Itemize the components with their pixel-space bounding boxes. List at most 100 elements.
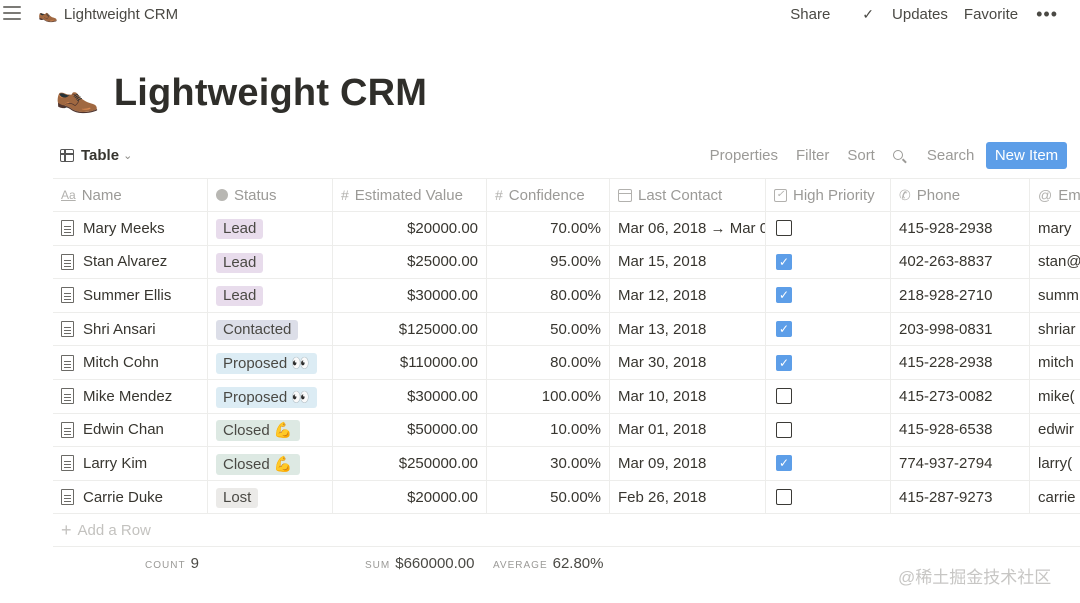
add-row-button[interactable]: + Add a Row <box>53 514 1080 548</box>
confidence-cell[interactable]: 70.00% <box>487 212 610 245</box>
last-contact-cell[interactable]: Mar 09, 2018 <box>610 447 766 480</box>
email-cell[interactable]: stan@ <box>1038 253 1080 271</box>
priority-checkbox[interactable] <box>776 489 792 506</box>
phone-cell[interactable]: 415-287-9273 <box>891 480 1030 514</box>
name-cell[interactable]: Stan Alvarez <box>53 245 208 279</box>
email-cell[interactable]: shriar <box>1038 320 1076 338</box>
priority-cell[interactable]: ✓ <box>766 346 891 379</box>
favorite-button[interactable]: Favorite <box>963 6 1019 23</box>
email-cell[interactable]: mitch <box>1038 354 1074 372</box>
new-item-button[interactable]: New Item <box>986 142 1067 169</box>
last-contact-cell[interactable]: Mar 12, 2018 <box>610 279 766 312</box>
table-row[interactable]: Shri Ansari Contacted $125000.00 50.00% Mar … <box>53 312 1080 347</box>
menu-icon[interactable] <box>3 6 21 20</box>
value-cell[interactable]: $50000.00 <box>333 413 487 447</box>
email-cell[interactable]: carrie <box>1038 488 1076 506</box>
value-cell[interactable]: $110000.00 <box>333 346 487 379</box>
priority-cell[interactable]: ✓ <box>766 447 891 480</box>
last-contact-cell[interactable]: Mar 01, 2018 <box>610 413 766 447</box>
table-row[interactable]: Larry Kim Closed 💪 $250000.00 30.00% Mar 09,… <box>53 447 1080 481</box>
table-row[interactable]: Stan Alvarez Lead $25000.00 95.00% Mar 15, 2… <box>53 245 1080 280</box>
more-options-icon[interactable]: ••• <box>1036 4 1058 24</box>
phone-cell[interactable]: 415-928-6538 <box>891 413 1030 447</box>
status-cell[interactable]: Closed 💪 <box>208 447 333 480</box>
priority-cell[interactable]: ✓ <box>766 312 891 346</box>
column-header-last-contact[interactable]: Last Contact <box>610 179 766 211</box>
table-row[interactable]: Carrie Duke Lost $20000.00 50.00% Feb 26, 20… <box>53 480 1080 515</box>
count-aggregate[interactable]: COUNT 9 <box>145 555 199 572</box>
table-row[interactable]: Mary Meeks Lead $20000.00 70.00% Mar 06, 201… <box>53 212 1080 246</box>
status-cell[interactable]: Lead <box>208 245 333 279</box>
last-contact-cell[interactable]: Mar 13, 2018 <box>610 312 766 346</box>
name-cell[interactable]: Mitch Cohn <box>53 346 208 379</box>
status-cell[interactable]: Contacted <box>208 312 333 346</box>
priority-checkbox[interactable]: ✓ <box>776 321 792 338</box>
last-contact-cell[interactable]: Mar 15, 2018 <box>610 245 766 279</box>
sum-aggregate[interactable]: SUM $660000.00 <box>365 555 474 572</box>
priority-checkbox[interactable]: ✓ <box>776 455 792 472</box>
phone-cell[interactable]: 203-998-0831 <box>891 312 1030 346</box>
column-header-confidence[interactable]: # Confidence <box>487 179 610 211</box>
value-cell[interactable]: $25000.00 <box>333 245 487 279</box>
priority-checkbox[interactable]: ✓ <box>776 253 792 270</box>
email-cell[interactable]: summ <box>1038 286 1079 304</box>
phone-cell[interactable]: 218-928-2710 <box>891 279 1030 312</box>
status-cell[interactable]: Lead <box>208 279 333 312</box>
status-cell[interactable]: Closed 💪 <box>208 413 333 447</box>
column-header-priority[interactable]: ✓ High Priority <box>766 179 891 211</box>
confidence-cell[interactable]: 50.00% <box>487 312 610 346</box>
priority-cell[interactable] <box>766 212 891 245</box>
table-row[interactable]: Edwin Chan Closed 💪 $50000.00 10.00% Mar 01,… <box>53 413 1080 448</box>
status-cell[interactable]: Lost <box>208 480 333 514</box>
properties-button[interactable]: Properties <box>709 147 778 164</box>
search-button[interactable]: Search <box>892 147 974 164</box>
phone-cell[interactable]: 415-273-0082 <box>891 379 1030 413</box>
email-cell[interactable]: mary <box>1038 219 1072 237</box>
phone-cell[interactable]: 415-928-2938 <box>891 212 1030 245</box>
status-cell[interactable]: Lead <box>208 212 333 245</box>
confidence-cell[interactable]: 10.00% <box>487 413 610 447</box>
status-cell[interactable]: Proposed 👀 <box>208 379 333 413</box>
name-cell[interactable]: Mary Meeks <box>53 212 208 245</box>
priority-cell[interactable]: ✓ <box>766 245 891 279</box>
breadcrumb[interactable]: 👞 Lightweight CRM <box>38 4 178 24</box>
priority-checkbox[interactable]: ✓ <box>776 287 792 304</box>
priority-cell[interactable] <box>766 480 891 514</box>
sort-button[interactable]: Sort <box>847 147 875 164</box>
name-cell[interactable]: Larry Kim <box>53 447 208 480</box>
page-icon[interactable]: 👞 <box>55 72 100 114</box>
value-cell[interactable]: $20000.00 <box>333 480 487 514</box>
name-cell[interactable]: Edwin Chan <box>53 413 208 447</box>
value-cell[interactable]: $20000.00 <box>333 212 487 245</box>
column-header-status[interactable]: Status <box>208 179 333 211</box>
priority-cell[interactable]: ✓ <box>766 279 891 312</box>
last-contact-cell[interactable]: Feb 26, 2018 <box>610 480 766 514</box>
column-header-value[interactable]: # Estimated Value <box>333 179 487 211</box>
email-cell[interactable]: larry( <box>1038 454 1073 472</box>
share-button[interactable]: Share <box>790 6 831 23</box>
average-aggregate[interactable]: AVERAGE 62.80% <box>493 555 603 572</box>
email-cell[interactable]: edwir <box>1038 421 1074 439</box>
table-row[interactable]: Mike Mendez Proposed 👀 $30000.00 100.00% Mar… <box>53 379 1080 414</box>
email-cell[interactable]: mike( <box>1038 387 1075 405</box>
filter-button[interactable]: Filter <box>796 147 830 164</box>
value-cell[interactable]: $30000.00 <box>333 279 487 312</box>
confidence-cell[interactable]: 95.00% <box>487 245 610 279</box>
confidence-cell[interactable]: 80.00% <box>487 279 610 312</box>
last-contact-cell[interactable]: Mar 10, 2018 <box>610 379 766 413</box>
confidence-cell[interactable]: 80.00% <box>487 346 610 379</box>
last-contact-cell[interactable]: Mar 30, 2018 <box>610 346 766 379</box>
priority-checkbox[interactable] <box>776 421 792 438</box>
table-row[interactable]: Summer Ellis Lead $30000.00 80.00% Mar 12, 2… <box>53 279 1080 313</box>
phone-cell[interactable]: 774-937-2794 <box>891 447 1030 480</box>
phone-cell[interactable]: 415-228-2938 <box>891 346 1030 379</box>
priority-checkbox[interactable] <box>776 388 792 405</box>
table-row[interactable]: Mitch Cohn Proposed 👀 $110000.00 80.00% Mar … <box>53 346 1080 380</box>
last-contact-cell[interactable]: Mar 06, 2018 → Mar 0 <box>610 212 766 245</box>
value-cell[interactable]: $125000.00 <box>333 312 487 346</box>
view-selector[interactable]: Table ⌄ <box>60 147 132 164</box>
name-cell[interactable]: Summer Ellis <box>53 279 208 312</box>
page-title-text[interactable]: Lightweight CRM <box>113 72 428 114</box>
column-header-phone[interactable]: ✆ Phone <box>891 179 1030 211</box>
priority-checkbox[interactable] <box>776 220 792 237</box>
